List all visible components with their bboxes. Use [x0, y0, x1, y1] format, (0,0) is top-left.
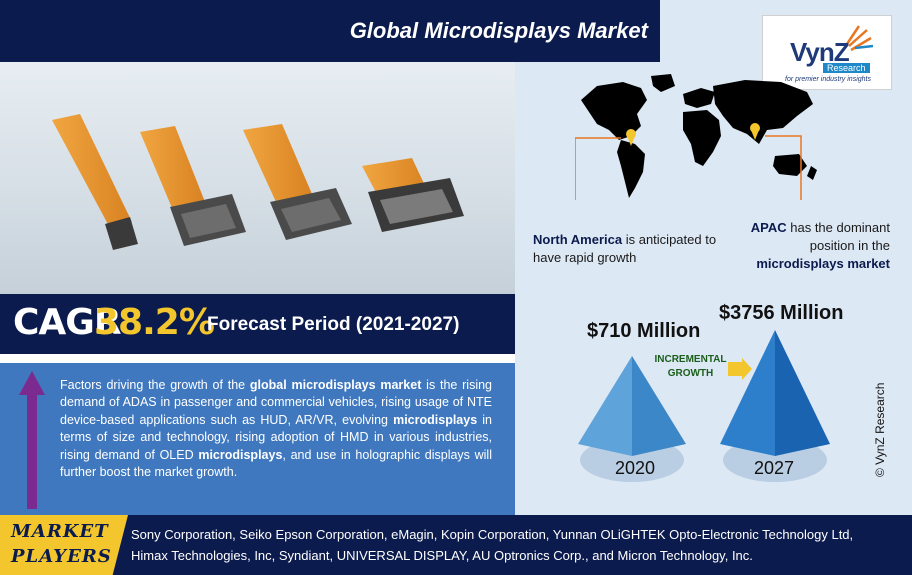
microdisplay-chips-illustration [52, 114, 464, 250]
value-2027: $3756 Million [719, 302, 844, 324]
market-size-pyramids [578, 330, 830, 482]
growth-drivers-box: Factors driving the growth of the global… [0, 363, 515, 515]
microdisplay-product-photo [0, 62, 515, 294]
forecast-period: Forecast Period (2021-2027) [207, 314, 460, 335]
logo-rays-icon [845, 25, 874, 52]
company-logo: VynZ Research for premier industry insig… [762, 15, 892, 90]
copyright-text: © VynZ Research [873, 382, 887, 477]
map-pin-icon [626, 123, 760, 146]
logo-name: VynZ [790, 37, 850, 67]
incremental-growth-label: INCREMENTAL GROWTH [654, 354, 727, 379]
apac-callout: APAC has the dominant position in the mi… [750, 220, 890, 271]
arrow-up-icon [19, 371, 45, 509]
north-america-callout: North America is anticipated to have rap… [533, 232, 717, 265]
logo-sub: Research [823, 63, 870, 73]
page-title: Global Microdisplays Market [349, 18, 648, 43]
market-players-list: Sony Corporation, Seiko Epson Corporatio… [131, 527, 854, 563]
title-bar: Global Microdisplays Market [0, 0, 660, 62]
logo-tagline: for premier industry insights [785, 76, 871, 83]
market-players-badge: MARKET PLAYERS [0, 515, 128, 575]
cagr-value: 38.2% [94, 302, 215, 343]
cagr-label: CAGR [13, 302, 122, 343]
world-map [575, 74, 817, 200]
cagr-bar: CAGR 38.2% Forecast Period (2021-2027) [0, 294, 515, 354]
year-2027: 2027 [754, 458, 795, 478]
arrow-right-icon [728, 358, 752, 380]
market-players-bar: MARKET PLAYERS Sony Corporation, Seiko E… [0, 515, 912, 575]
value-2020: $710 Million [587, 320, 701, 342]
year-2020: 2020 [615, 458, 656, 478]
growth-drivers-text: Factors driving the growth of the global… [60, 378, 493, 480]
